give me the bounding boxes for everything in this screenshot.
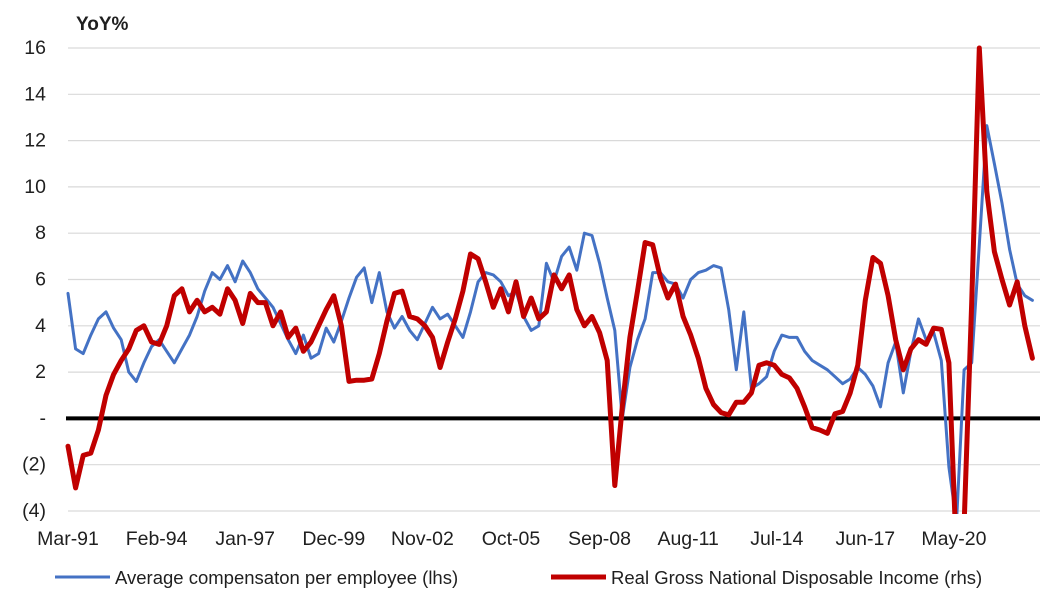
x-tick-label: Mar-91: [37, 528, 99, 550]
y-tick-label: 14: [24, 83, 46, 105]
y-tick-label: (4): [22, 500, 46, 522]
line-average-compensation: [66, 124, 1034, 514]
plot-area: [65, 45, 1035, 514]
x-tick-label: Oct-05: [482, 528, 541, 550]
y-tick-label: 10: [24, 176, 46, 198]
legend-label-gndi: Real Gross National Disposable Income (r…: [611, 567, 982, 588]
y-tick-label: 12: [24, 130, 46, 152]
y-tick-label: 8: [35, 222, 46, 244]
legend: Average compensaton per employee (lhs) R…: [55, 567, 982, 588]
x-tick-label: Jun-17: [836, 528, 896, 550]
y-tick-label: 6: [35, 269, 46, 291]
x-tick-label: Feb-94: [126, 528, 188, 550]
y-axis-tick-labels: 16 14 12 10 8 6 4 2 - (2) (4): [22, 37, 46, 522]
y-tick-label: 16: [24, 37, 46, 59]
y-tick-label: 4: [35, 315, 46, 337]
x-tick-label: Jul-14: [750, 528, 803, 550]
legend-label-compensation: Average compensaton per employee (lhs): [115, 567, 458, 588]
y-tick-label: -: [40, 407, 47, 429]
y-tick-label: 2: [35, 361, 46, 383]
y-axis-title: YoY%: [76, 14, 129, 35]
x-tick-label: Sep-08: [568, 528, 631, 550]
x-axis-tick-labels: Mar-91 Feb-94 Jan-97 Dec-99 Nov-02 Oct-05 Sep-…: [37, 528, 986, 550]
x-tick-label: Jan-97: [215, 528, 275, 550]
x-tick-label: Dec-99: [302, 528, 365, 550]
x-tick-label: Nov-02: [391, 528, 454, 550]
x-tick-label: May-20: [921, 528, 986, 550]
y-tick-label: (2): [22, 454, 46, 476]
line-real-gndi: [65, 45, 1035, 514]
x-tick-label: Aug-11: [657, 528, 718, 550]
